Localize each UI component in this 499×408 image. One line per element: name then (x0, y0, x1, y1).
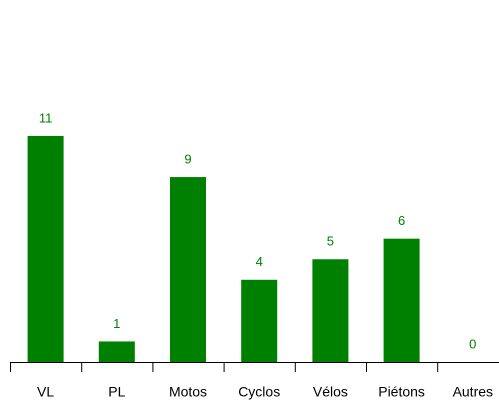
bar (170, 177, 206, 362)
value-label: 4 (256, 254, 263, 269)
value-label: 9 (184, 151, 191, 166)
x-tick-label: Autres (453, 384, 493, 400)
x-tick-label: PL (108, 384, 125, 400)
x-tick-label: VL (37, 384, 54, 400)
x-tick-label: Cyclos (238, 384, 280, 400)
bar (98, 341, 135, 362)
value-label: 0 (469, 336, 476, 351)
bar (27, 135, 64, 362)
x-tick-label: Motos (169, 384, 207, 400)
value-label: 11 (39, 110, 53, 125)
x-tick-label: Vélos (313, 384, 348, 400)
bar (312, 259, 349, 362)
value-label: 6 (398, 213, 405, 228)
bar (383, 238, 420, 362)
x-tick-label: Piétons (378, 384, 425, 400)
bar (241, 279, 278, 362)
value-label: 5 (327, 234, 334, 249)
value-label: 1 (113, 316, 120, 331)
